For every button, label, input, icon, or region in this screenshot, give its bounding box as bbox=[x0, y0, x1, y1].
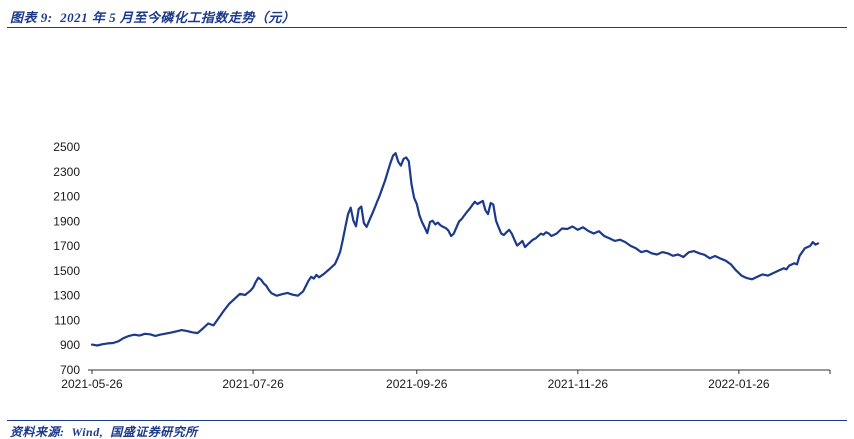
y-tick-label: 1100 bbox=[54, 313, 80, 327]
title-divider-rule bbox=[7, 27, 847, 28]
y-tick-label: 900 bbox=[60, 338, 80, 352]
y-tick-label: 1300 bbox=[53, 289, 80, 303]
line-chart: 2021-05-26 2021-07-26 2021-09-26 2021-11-26… bbox=[0, 40, 854, 415]
x-tick-label: 2022-01-26 bbox=[708, 377, 770, 391]
figure-title: 图表 9: 2021 年 5 月至今磷化工指数走势（元） bbox=[10, 10, 296, 25]
data-source-note: 资料来源: Wind, 国盛证券研究所 bbox=[10, 425, 198, 439]
y-tick-label: 2300 bbox=[53, 165, 80, 179]
footer-divider-rule bbox=[7, 420, 847, 421]
y-tick-label: 2500 bbox=[53, 140, 80, 154]
y-tick-label: 1500 bbox=[53, 264, 80, 278]
x-tick-label: 2021-11-26 bbox=[548, 377, 609, 391]
line-chart-svg: 2021-05-26 2021-07-26 2021-09-26 2021-11-26… bbox=[53, 140, 831, 391]
y-tick-label: 700 bbox=[60, 363, 80, 377]
y-tick-label: 2100 bbox=[53, 190, 80, 204]
x-tick-label: 2021-05-26 bbox=[61, 377, 123, 391]
y-tick-label: 1700 bbox=[53, 239, 80, 253]
x-tick-label: 2021-09-26 bbox=[386, 377, 448, 391]
x-tick-label: 2021-07-26 bbox=[222, 377, 284, 391]
index-line-series bbox=[90, 152, 820, 347]
y-tick-label: 1900 bbox=[53, 214, 80, 228]
